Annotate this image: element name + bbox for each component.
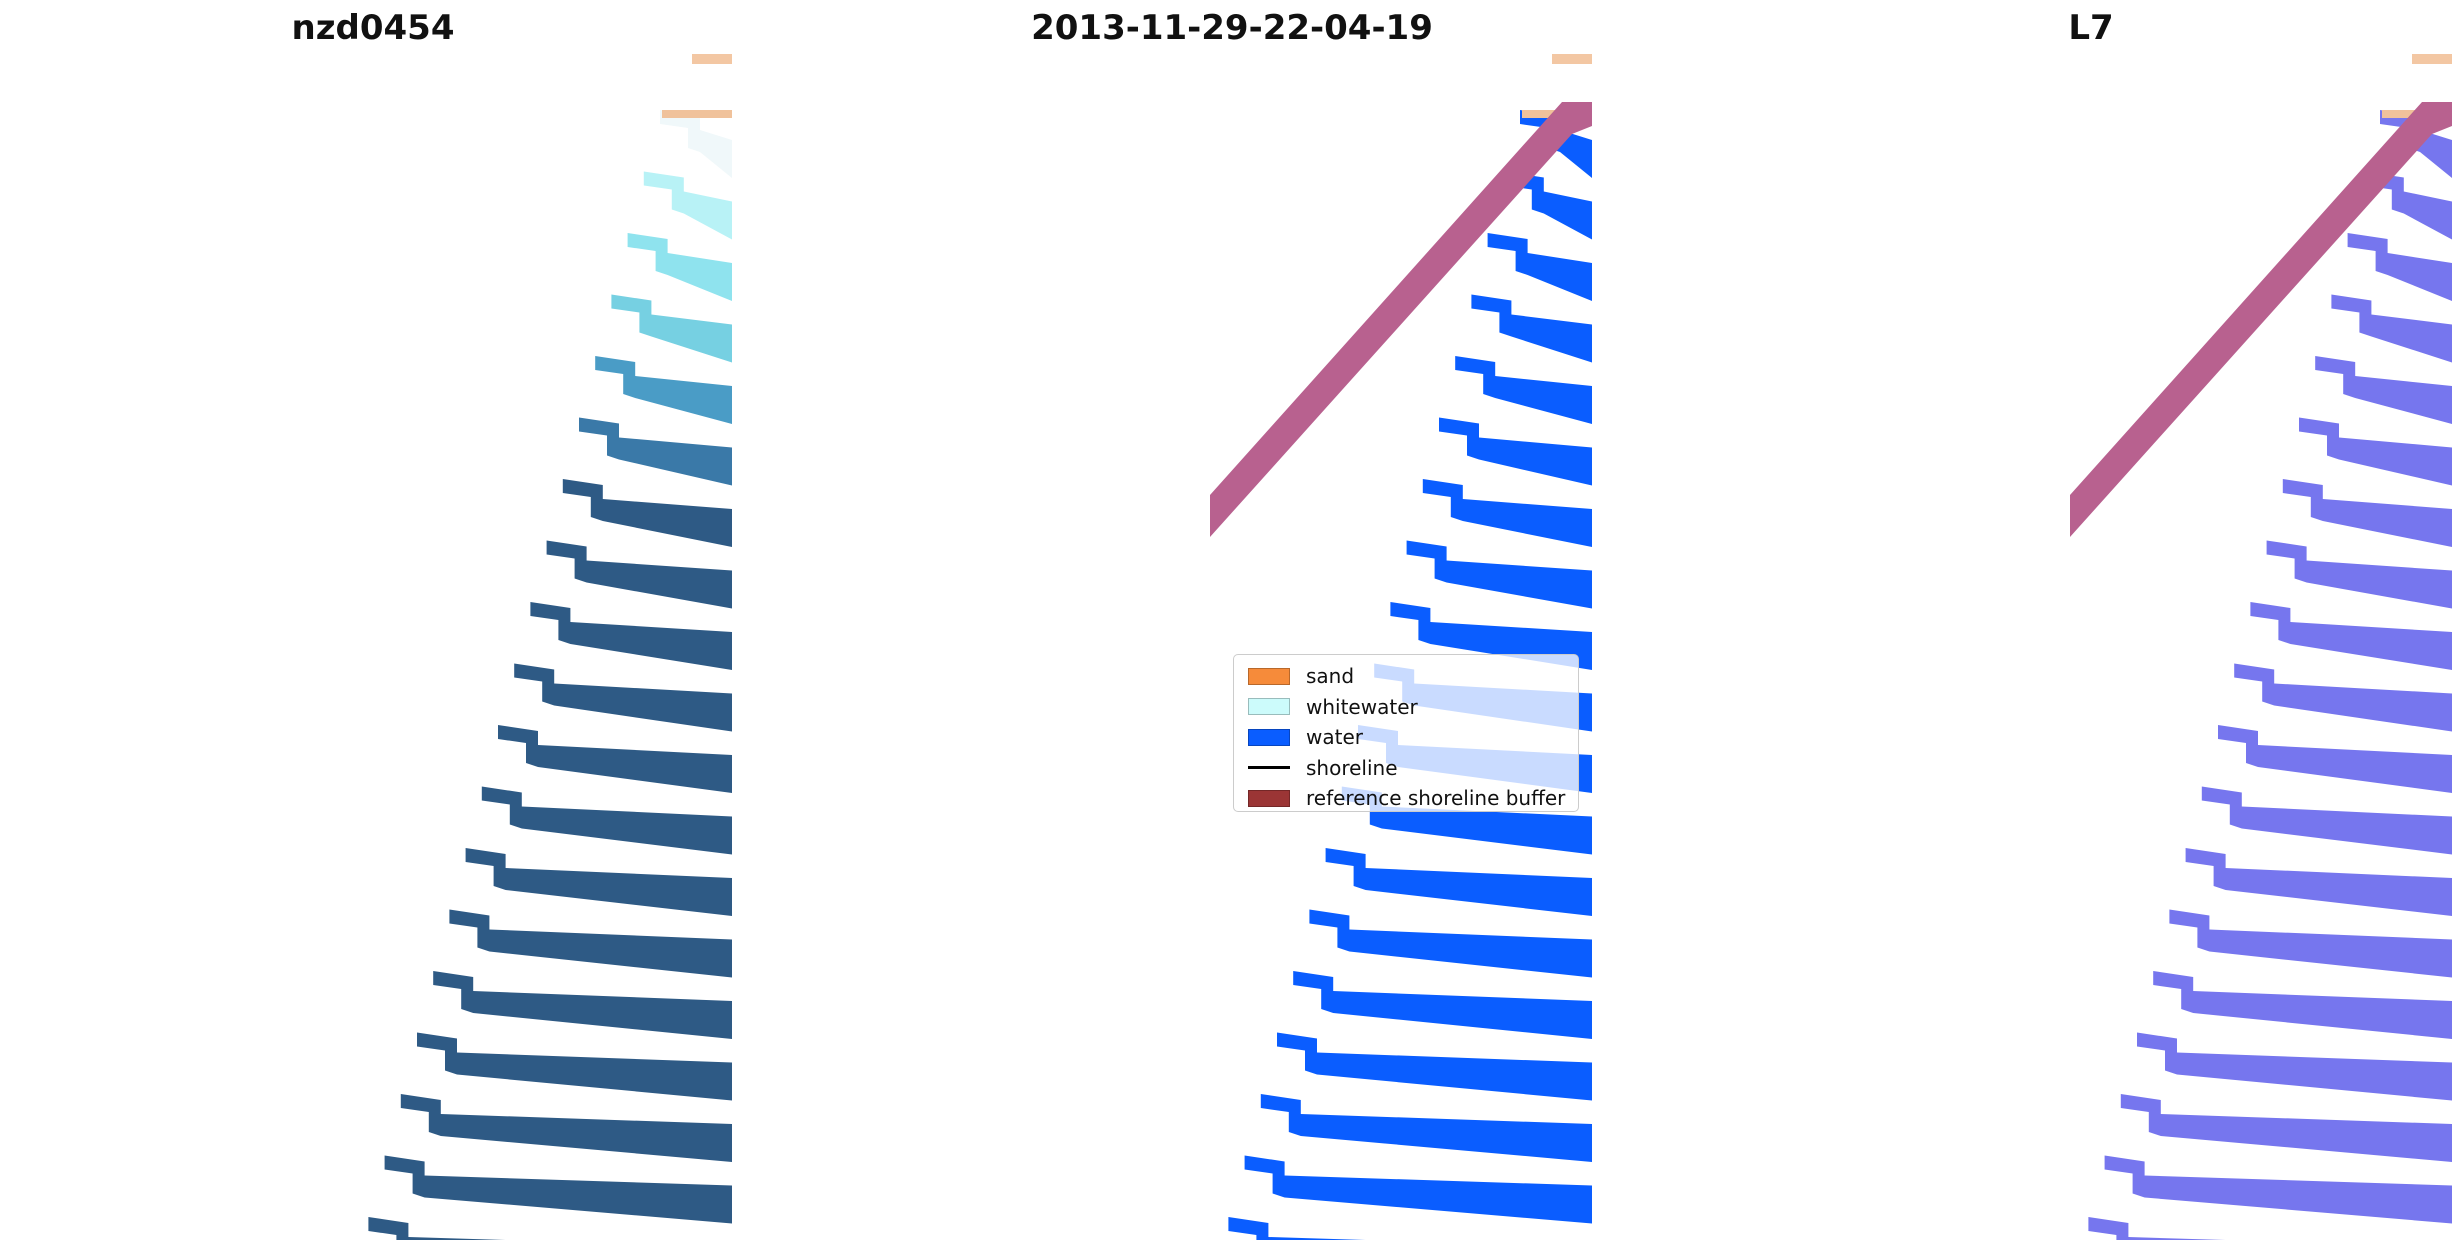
water-strip xyxy=(433,971,732,1039)
legend-label-whitewater: whitewater xyxy=(1306,694,1418,719)
water-strip xyxy=(643,171,732,240)
water-strip xyxy=(481,786,732,855)
water-strip xyxy=(1487,233,1592,301)
water-strip xyxy=(2201,786,2452,855)
sand-swatch xyxy=(1248,667,1290,685)
water-strip xyxy=(1293,971,1592,1039)
water-swatch xyxy=(1248,728,1290,746)
legend-item-whitewater: whitewater xyxy=(1242,692,1570,723)
legend-label-sand: sand xyxy=(1306,664,1355,689)
legend-item-sand: sand xyxy=(1242,661,1570,692)
water-strip xyxy=(530,602,732,670)
water-strip xyxy=(579,417,732,486)
water-strip xyxy=(1341,786,1592,855)
water-strip xyxy=(368,1217,506,1240)
water-strip xyxy=(498,725,732,793)
reference-shoreline-buffer xyxy=(1210,102,1592,537)
water-strip xyxy=(400,1094,732,1162)
water-strip xyxy=(514,663,732,732)
water-strip xyxy=(1260,1094,1592,1162)
water-strip xyxy=(2120,1094,2452,1162)
legend-item-shoreline: shoreline xyxy=(1242,753,1570,784)
water-strip xyxy=(2266,540,2452,609)
water-strip xyxy=(2250,602,2452,670)
water-strip xyxy=(1244,1155,1592,1224)
water-strip xyxy=(1503,171,1592,240)
water-strip xyxy=(2331,294,2452,363)
water-strip xyxy=(1277,1032,1592,1101)
satellite-l7-panel xyxy=(2070,54,2452,1240)
water-strip xyxy=(2363,171,2452,240)
legend: sand whitewater water shoreline referenc… xyxy=(1233,654,1579,812)
sand-fragment xyxy=(692,54,732,64)
water-strip xyxy=(2315,356,2452,424)
water-strip xyxy=(2347,233,2452,301)
water-strip xyxy=(465,848,732,916)
water-strip xyxy=(1228,1217,1366,1240)
sand-fragment xyxy=(1552,54,1592,64)
water-strip xyxy=(2104,1155,2452,1224)
water-strip xyxy=(449,909,732,978)
water-strip xyxy=(384,1155,732,1224)
water-strip xyxy=(1309,909,1592,978)
water-strip xyxy=(2088,1217,2226,1240)
water-strip xyxy=(1406,540,1592,609)
water-strip xyxy=(2282,479,2452,547)
legend-label-reference-buffer: reference shoreline buffer xyxy=(1306,786,1566,811)
water-strip xyxy=(1325,848,1592,916)
reference-buffer-swatch xyxy=(1248,789,1290,807)
panel-title-satellite: L7 xyxy=(2068,8,2114,48)
water-strip xyxy=(1422,479,1592,547)
sand-fragment xyxy=(662,110,732,118)
panel-title-classification: 2013-11-29-22-04-19 xyxy=(1031,8,1433,48)
legend-item-water: water xyxy=(1242,722,1570,753)
sand-fragment xyxy=(2412,54,2452,64)
reference-shoreline-buffer xyxy=(2070,102,2452,537)
water-strip xyxy=(1390,602,1592,670)
panel-title-image: nzd0454 xyxy=(291,8,455,48)
water-strip xyxy=(1439,417,1592,486)
classification-panel xyxy=(1210,54,1592,1240)
water-strip xyxy=(2153,971,2452,1039)
water-strip xyxy=(611,294,732,363)
water-strip xyxy=(417,1032,732,1101)
water-strip xyxy=(546,540,732,609)
water-strip xyxy=(2234,663,2452,732)
satellite-image-panel xyxy=(368,54,732,1240)
water-strip xyxy=(1471,294,1592,363)
whitewater-swatch xyxy=(1248,698,1290,716)
water-strip xyxy=(2218,725,2452,793)
water-strip xyxy=(2137,1032,2452,1101)
water-strip xyxy=(627,233,732,301)
water-strip xyxy=(595,356,732,424)
shoreline-swatch xyxy=(1248,766,1290,770)
water-strip xyxy=(660,110,732,178)
water-strip xyxy=(1455,356,1592,424)
legend-item-reference-buffer: reference shoreline buffer xyxy=(1242,783,1570,814)
water-strip xyxy=(562,479,732,547)
water-strip xyxy=(2185,848,2452,916)
water-strip xyxy=(2169,909,2452,978)
legend-label-water: water xyxy=(1306,725,1363,750)
legend-label-shoreline: shoreline xyxy=(1306,755,1398,780)
water-strip xyxy=(2299,417,2452,486)
